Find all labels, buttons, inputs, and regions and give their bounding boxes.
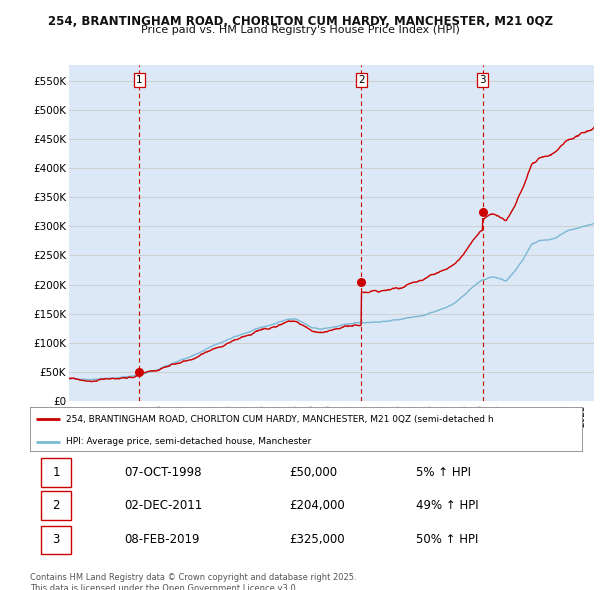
Text: 3: 3: [53, 533, 60, 546]
Text: £50,000: £50,000: [289, 466, 338, 480]
Text: 07-OCT-1998: 07-OCT-1998: [124, 466, 202, 480]
FancyBboxPatch shape: [41, 491, 71, 520]
Text: 3: 3: [479, 75, 486, 85]
Text: £204,000: £204,000: [289, 499, 345, 513]
Text: 08-FEB-2019: 08-FEB-2019: [124, 533, 199, 546]
FancyBboxPatch shape: [41, 526, 71, 555]
Text: 254, BRANTINGHAM ROAD, CHORLTON CUM HARDY, MANCHESTER, M21 0QZ (semi-detached h: 254, BRANTINGHAM ROAD, CHORLTON CUM HARD…: [66, 415, 494, 424]
Text: 1: 1: [136, 75, 143, 85]
Text: Contains HM Land Registry data © Crown copyright and database right 2025.
This d: Contains HM Land Registry data © Crown c…: [30, 573, 356, 590]
Text: 49% ↑ HPI: 49% ↑ HPI: [416, 499, 479, 513]
Text: 5% ↑ HPI: 5% ↑ HPI: [416, 466, 472, 480]
Text: £325,000: £325,000: [289, 533, 345, 546]
Text: 254, BRANTINGHAM ROAD, CHORLTON CUM HARDY, MANCHESTER, M21 0QZ: 254, BRANTINGHAM ROAD, CHORLTON CUM HARD…: [47, 15, 553, 28]
Text: Price paid vs. HM Land Registry's House Price Index (HPI): Price paid vs. HM Land Registry's House …: [140, 25, 460, 35]
Text: 02-DEC-2011: 02-DEC-2011: [124, 499, 202, 513]
Text: 2: 2: [358, 75, 365, 85]
Text: 50% ↑ HPI: 50% ↑ HPI: [416, 533, 479, 546]
Text: 2: 2: [52, 499, 60, 513]
Text: HPI: Average price, semi-detached house, Manchester: HPI: Average price, semi-detached house,…: [66, 437, 311, 446]
Text: 1: 1: [52, 466, 60, 480]
FancyBboxPatch shape: [41, 458, 71, 487]
